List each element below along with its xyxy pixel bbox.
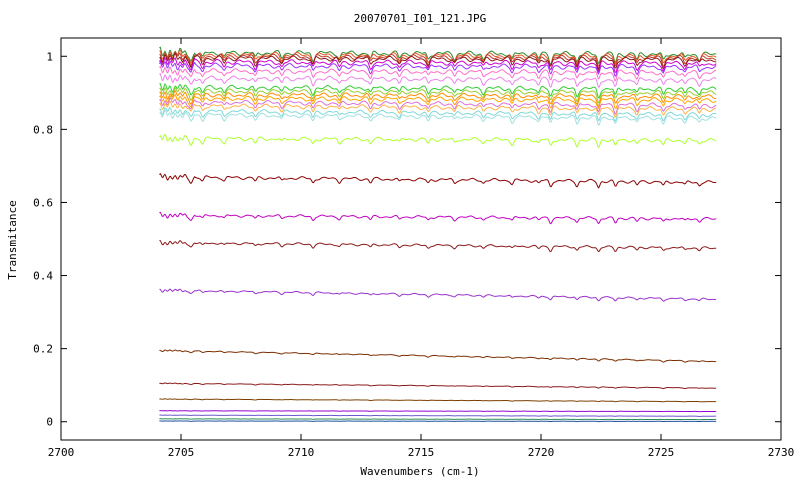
y-tick-label: 0.6 [33,196,53,209]
series-line-17 [159,133,717,149]
series-line-15 [159,106,717,122]
series-line-6 [158,60,717,77]
y-axis: 0 0.2 0.4 0.6 0.8 1 [33,50,781,429]
x-tick-label: 2705 [168,446,195,459]
x-axis-label: Wavenumbers (cm-1) [360,465,479,478]
chart-title: 20070701_I01_121.JPG [354,12,486,25]
series-line-23 [159,382,717,390]
series-line-24 [159,398,717,403]
series-layer [158,46,717,423]
series-line-21 [159,288,717,302]
series-line-9 [159,83,717,99]
series-line-25 [159,410,717,413]
x-tick-label: 2715 [408,446,435,459]
y-tick-label: 0.8 [33,123,53,136]
series-line-13 [159,97,717,115]
series-line-12 [159,93,717,110]
series-line-14 [159,100,717,119]
series-line-22 [159,349,717,363]
series-line-26 [159,414,717,417]
x-axis: 2700 2705 2710 2715 2720 2725 2730 [48,38,795,459]
y-tick-label: 0.2 [33,343,53,356]
x-tick-label: 2720 [528,446,555,459]
y-tick-label: 1 [46,50,53,63]
series-line-18 [159,172,717,189]
series-line-19 [159,211,717,225]
x-tick-label: 2710 [288,446,315,459]
x-tick-label: 2700 [48,446,75,459]
x-tick-label: 2725 [648,446,675,459]
series-line-1 [159,46,717,65]
y-tick-label: 0.4 [33,270,53,283]
series-line-27 [159,418,717,421]
x-tick-label: 2730 [768,446,795,459]
series-line-5 [158,56,717,73]
series-line-10 [159,86,717,104]
y-tick-label: 0 [46,416,53,429]
series-line-20 [159,240,717,253]
series-line-8 [159,72,717,88]
series-line-7 [159,65,717,82]
series-line-28 [159,420,717,423]
series-line-11 [159,89,717,108]
series-line-4 [159,52,717,71]
series-line-16 [159,109,717,126]
y-axis-label: Transmitance [6,200,19,279]
